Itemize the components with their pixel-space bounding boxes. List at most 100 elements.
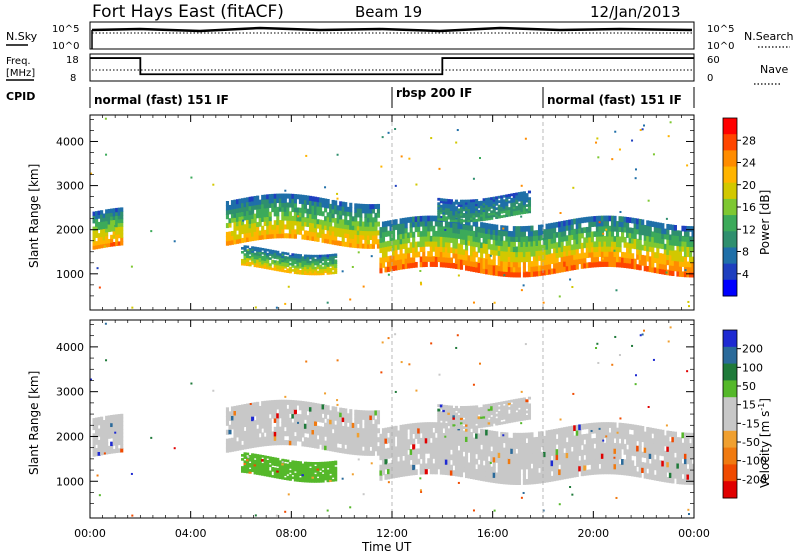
velocity-cell xyxy=(303,479,308,483)
power-cell xyxy=(392,224,396,231)
power-cell xyxy=(412,252,416,258)
velocity-cell xyxy=(520,448,524,455)
power-cell xyxy=(676,230,680,237)
power-cell xyxy=(301,272,305,275)
velocity-cell xyxy=(691,443,694,449)
power-cell xyxy=(283,264,287,267)
velocity-cell xyxy=(261,405,265,411)
power-cell xyxy=(286,256,290,260)
power-cell xyxy=(575,223,579,229)
velocity-cell xyxy=(560,468,564,475)
velocity-cell xyxy=(369,437,373,443)
velocity-cell xyxy=(470,468,474,474)
power-cell xyxy=(102,236,106,241)
power-cell xyxy=(618,261,622,268)
velocity-cell xyxy=(658,475,662,482)
power-cell xyxy=(331,257,335,261)
velocity-cell xyxy=(475,421,479,424)
velocity-cell xyxy=(268,460,272,464)
velocity-cell xyxy=(271,469,275,472)
velocity-cell xyxy=(495,422,499,426)
velocity-cell xyxy=(651,463,655,470)
velocity-cell xyxy=(580,465,584,472)
power-cell xyxy=(329,269,333,273)
power-cell xyxy=(653,226,657,233)
power-cell xyxy=(459,233,464,240)
power-cell xyxy=(560,226,564,232)
power-cell xyxy=(527,190,532,194)
power-cell xyxy=(351,238,355,244)
power-cell xyxy=(588,216,592,223)
power-cell xyxy=(522,208,526,212)
velocity-cell xyxy=(472,414,476,418)
power-cell xyxy=(308,195,313,201)
power-cell xyxy=(615,226,620,232)
power-cell xyxy=(243,228,247,234)
power-cell xyxy=(467,240,471,246)
power-cell xyxy=(324,254,328,258)
power-cell xyxy=(530,225,534,232)
velocity-cell xyxy=(263,409,267,415)
power-cell xyxy=(407,262,411,269)
velocity-cell xyxy=(100,435,104,441)
velocity-cell xyxy=(233,428,237,434)
power-cell xyxy=(568,265,572,271)
velocity-cell xyxy=(115,444,119,450)
power-cell xyxy=(500,199,504,203)
power-cell xyxy=(97,240,101,245)
velocity-cell xyxy=(253,442,257,448)
velocity-cell xyxy=(467,462,471,469)
power-cell xyxy=(356,221,360,227)
power-cell xyxy=(459,208,464,212)
power-cell xyxy=(545,228,549,235)
velocity-cell xyxy=(334,478,338,482)
velocity-cell xyxy=(636,461,640,467)
velocity-cell xyxy=(334,429,338,435)
power-cell xyxy=(281,251,285,255)
velocity-cell xyxy=(454,439,459,446)
velocity-cell xyxy=(105,450,109,455)
power-cell xyxy=(402,217,406,224)
power-cell xyxy=(311,205,315,211)
power-cell xyxy=(412,241,416,248)
power-cell xyxy=(92,230,96,235)
power-cell xyxy=(558,226,562,233)
power-cell xyxy=(641,219,645,226)
power-cell xyxy=(598,261,602,268)
velocity-cell xyxy=(311,402,315,408)
power-cell xyxy=(298,260,302,263)
power-cell xyxy=(301,203,305,209)
power-cell xyxy=(268,202,272,208)
velocity-cell xyxy=(112,414,116,420)
power-cell xyxy=(495,249,499,256)
velocity-cell xyxy=(288,431,292,437)
power-cell xyxy=(497,211,501,215)
power-cell xyxy=(527,199,532,203)
power-cell xyxy=(497,260,501,267)
power-cell xyxy=(553,247,557,254)
power-cell xyxy=(530,245,534,252)
power-cell xyxy=(437,215,441,219)
velocity-cell xyxy=(502,414,506,418)
power-cell xyxy=(251,254,255,257)
power-cell xyxy=(532,255,537,262)
velocity-cell xyxy=(626,428,630,435)
velocity-cell xyxy=(258,458,262,462)
y-tick-label: 1000 xyxy=(56,268,84,281)
velocity-cell xyxy=(464,456,469,463)
velocity-cell xyxy=(434,468,438,475)
power-cell xyxy=(593,256,597,263)
power-cell xyxy=(568,229,572,236)
velocity-cell xyxy=(608,468,612,475)
velocity-cell xyxy=(359,428,363,434)
power-cell xyxy=(636,218,640,225)
power-cell xyxy=(678,230,683,237)
velocity-cell xyxy=(520,458,524,465)
velocity-cell xyxy=(344,408,348,414)
power-cell xyxy=(668,244,672,251)
power-cell xyxy=(545,238,549,245)
velocity-cell xyxy=(545,466,549,473)
power-cell xyxy=(329,217,333,223)
velocity-cell xyxy=(457,414,461,418)
power-cell xyxy=(595,256,599,263)
